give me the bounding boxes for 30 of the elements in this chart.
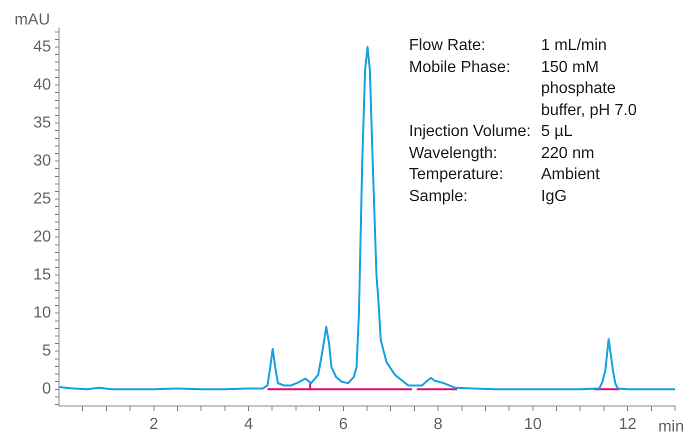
annotation: Flow Rate: [409,36,486,56]
y-tick-label: 10 [33,304,52,322]
x-tick-label: 10 [524,416,542,434]
annotation: 1 mL/min [541,36,608,56]
y-tick-label: 45 [33,38,52,56]
annotation: Injection Volume: [409,122,532,142]
x-tick-label: 8 [434,416,443,434]
y-tick-label: 0 [42,380,52,398]
y-tick-label: 30 [33,152,52,170]
y-tick-label: 15 [33,266,52,284]
annotation: 5 µL [541,122,574,142]
y-axis-title: mAU [14,11,50,28]
x-tick-label: 12 [618,416,637,434]
y-tick-label: 35 [33,114,52,132]
annotation: Mobile Phase: [409,58,512,78]
annotation: Ambient [541,165,601,185]
x-tick-label: 2 [149,416,158,434]
annotation: Sample: [409,186,469,206]
annotation: Wavelength: [409,144,498,164]
annotation: Temperature: [409,165,504,185]
y-tick-label: 20 [33,228,52,246]
x-tick-label: 6 [338,416,348,434]
annotation: 150 mM phosphate buffer, pH 7.0 [541,58,638,120]
y-tick-label: 25 [33,190,52,208]
x-tick-label: 4 [244,416,254,434]
x-axis-title: min [658,418,684,436]
annotation: IgG [541,186,568,206]
y-tick-label: 40 [33,76,52,94]
annotation: 220 nm [541,144,596,164]
y-tick-label: 5 [42,342,52,360]
